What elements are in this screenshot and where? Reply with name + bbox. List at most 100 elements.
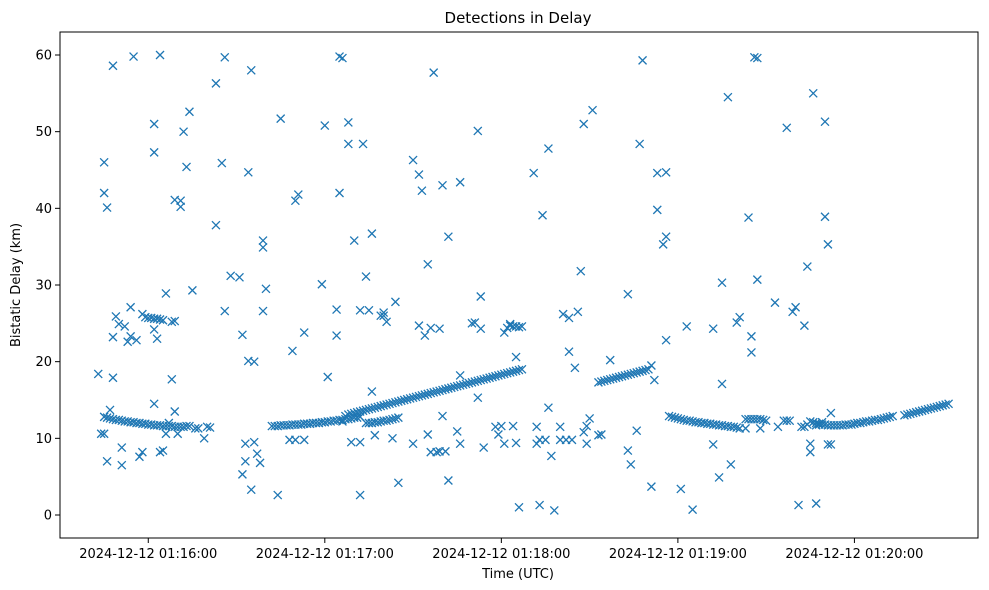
detection-point (470, 377, 480, 387)
detection-point (202, 422, 212, 432)
detection-point (364, 305, 374, 315)
y-tick-label: 0 (44, 509, 52, 524)
detection-point (717, 278, 727, 288)
detection-point (237, 469, 247, 479)
detection-point (638, 366, 648, 376)
detection-point (473, 376, 483, 386)
detection-point (449, 382, 459, 392)
detection-point (379, 311, 389, 321)
detection-point (382, 416, 392, 426)
detection-point (379, 308, 389, 318)
detection-point (911, 407, 921, 417)
detection-point (626, 459, 636, 469)
detection-point (332, 305, 342, 314)
detection-point (408, 155, 418, 165)
detection-point (126, 302, 136, 312)
detection-point (440, 446, 450, 456)
detection-point (482, 374, 492, 383)
detection-point (876, 414, 886, 424)
detection-point (623, 370, 633, 380)
detection-point (370, 403, 380, 413)
detection-point (258, 242, 268, 252)
detection-point (167, 317, 177, 327)
detection-point (376, 401, 386, 411)
detection-point (220, 306, 230, 316)
x-tick-label: 2024-12-12 01:20:00 (785, 547, 923, 562)
detection-point (543, 144, 553, 153)
y-tick-label: 40 (35, 202, 52, 217)
detection-point (443, 476, 453, 485)
detection-point (396, 396, 406, 406)
y-tick-label: 10 (35, 432, 52, 447)
detection-point (714, 472, 724, 482)
detection-point (823, 239, 833, 249)
detection-point (864, 417, 874, 426)
x-tick-label: 2024-12-12 01:16:00 (79, 547, 217, 562)
detection-point (408, 393, 418, 403)
detection-point (820, 212, 830, 222)
detection-point (158, 315, 168, 325)
detection-point (170, 316, 180, 326)
detection-point (108, 373, 118, 383)
detection-point (641, 365, 650, 375)
detection-point (423, 389, 433, 399)
detection-point (205, 423, 215, 433)
detection-point (426, 388, 436, 398)
detection-point (746, 348, 756, 357)
detection-point (599, 376, 609, 386)
detection-point (570, 363, 580, 373)
detection-point (941, 400, 951, 410)
detection-point (652, 205, 662, 215)
detection-point (944, 399, 954, 409)
detection-point (755, 423, 765, 433)
detection-point (443, 384, 453, 393)
detection-point (752, 275, 762, 285)
detection-point (820, 117, 830, 127)
detection-point (388, 414, 397, 424)
detection-point (511, 438, 521, 448)
detection-point (187, 285, 197, 295)
detection-point (770, 298, 780, 308)
detection-point (529, 168, 539, 178)
detection-point (499, 369, 509, 379)
detection-point (379, 400, 389, 410)
detection-point (517, 364, 527, 374)
detection-point (102, 413, 112, 423)
detection-point (808, 88, 818, 98)
detection-point (476, 292, 486, 301)
detection-point (752, 53, 762, 63)
detection-point (393, 413, 403, 423)
detection-point (99, 157, 109, 167)
detection-point (102, 203, 112, 213)
detection-point (399, 395, 409, 405)
y-axis-label: Bistatic Delay (km) (9, 223, 24, 347)
detection-point (455, 371, 465, 380)
detection-point (179, 127, 189, 137)
detection-point (658, 239, 668, 249)
detection-point (111, 311, 121, 321)
detection-point (346, 409, 356, 419)
detection-point (388, 398, 397, 408)
detection-point (335, 188, 344, 198)
detection-point (155, 315, 165, 324)
detection-point (423, 259, 433, 269)
detection-point (485, 373, 495, 383)
detection-point (349, 408, 359, 418)
detection-point (155, 50, 165, 60)
detection-point (173, 429, 183, 439)
detection-point (635, 367, 645, 377)
detection-point (93, 369, 103, 379)
detection-point (717, 379, 727, 389)
detection-point (361, 272, 371, 282)
detection-point (593, 377, 603, 387)
detection-point (558, 309, 568, 319)
detection-point (788, 307, 798, 317)
detection-point (217, 158, 227, 168)
detection-point (596, 377, 606, 387)
detection-point (338, 417, 347, 426)
detection-point (420, 331, 430, 341)
detection-point (502, 368, 512, 378)
detection-point (440, 384, 450, 394)
detection-point (161, 288, 171, 298)
detection-point (935, 401, 945, 411)
